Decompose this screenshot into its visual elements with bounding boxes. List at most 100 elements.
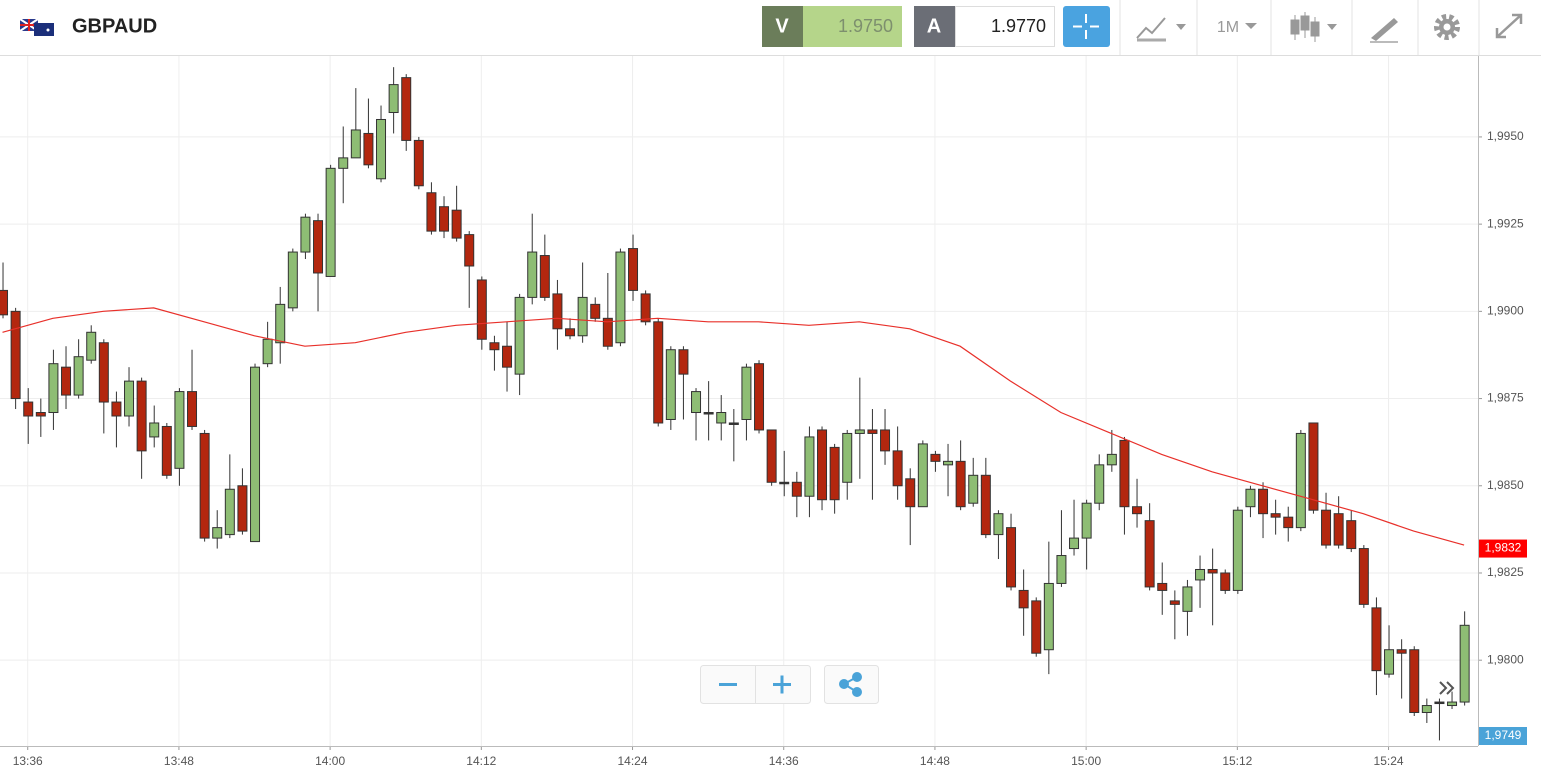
candle-body [363, 132, 374, 166]
crosshair-button[interactable] [1063, 6, 1110, 47]
drawing-tool-button[interactable] [1370, 18, 1398, 43]
candle-body [1043, 582, 1054, 651]
candle-body [1081, 502, 1092, 539]
y-tick-label: 1,9800 [1487, 652, 1524, 666]
buy-button[interactable] [914, 6, 955, 47]
candle-body [716, 412, 727, 424]
candle-body [854, 429, 865, 434]
price-tag [1479, 539, 1527, 558]
crosshair-icon [1073, 14, 1099, 39]
candle-body [1157, 582, 1168, 591]
chart-type-button[interactable] [1136, 17, 1186, 42]
candle-body [703, 412, 714, 415]
price-tag [1479, 727, 1527, 745]
price-tag-label: 1,9749 [1485, 728, 1522, 742]
candle-body [842, 432, 853, 483]
candle-body [1056, 555, 1067, 584]
timeframe-button[interactable]: 1M [1217, 19, 1239, 36]
candle-body [161, 425, 172, 476]
flag-icon [19, 18, 54, 36]
x-tick-label: 14:48 [920, 754, 950, 768]
candle-body [1006, 527, 1017, 588]
candle-body [1245, 488, 1256, 508]
candle-body [61, 366, 72, 396]
candle-body [237, 485, 248, 532]
candle-body [615, 251, 626, 344]
candle-body [287, 251, 298, 309]
candle-body [577, 296, 588, 337]
x-tick-label: 13:48 [164, 754, 194, 768]
candle-body [1421, 705, 1432, 714]
candle-body [1144, 520, 1155, 588]
candle-body [350, 129, 361, 159]
y-tick-label: 1,9950 [1487, 129, 1524, 143]
buy-price-box[interactable] [955, 6, 1055, 47]
candle-body [1069, 537, 1080, 550]
scroll-to-end-button[interactable] [1439, 681, 1455, 695]
candle-body [691, 391, 702, 414]
buy-price[interactable]: 1.9770 [991, 16, 1046, 36]
y-tick-label: 1,9850 [1487, 478, 1524, 492]
candle-body [1321, 509, 1332, 546]
zoom-in-button[interactable] [773, 675, 791, 694]
candle-body [527, 251, 538, 298]
y-tick-label: 1,9825 [1487, 565, 1524, 579]
share-box [824, 665, 879, 704]
toolbar-separators [1119, 0, 1480, 55]
fullscreen-button[interactable] [1495, 13, 1523, 39]
candle-body [325, 167, 336, 277]
candle-body [867, 429, 878, 434]
candle-body [426, 192, 437, 232]
buy-label[interactable]: A [927, 15, 941, 37]
x-tick-label: 14:24 [618, 754, 648, 768]
plot-area: 1,9800 1,9825 1,9850 1,9875 1,9900 1,9925 1,99… [0, 56, 1527, 768]
share-button[interactable] [839, 672, 862, 697]
candle-body [930, 453, 941, 462]
candle-type-button[interactable] [1290, 12, 1337, 42]
candle-body [1195, 568, 1206, 581]
candle-body [665, 349, 676, 420]
candle-body [955, 460, 966, 508]
y-tick-label: 1,9925 [1487, 216, 1524, 230]
candle-body [199, 432, 210, 539]
sell-price-box[interactable] [803, 6, 902, 47]
candle-body [539, 255, 550, 298]
candle-body [917, 443, 928, 508]
candle-body [1220, 572, 1231, 591]
candle-body [1434, 701, 1445, 705]
x-tick-label: 14:00 [315, 754, 345, 768]
candle-body [35, 412, 46, 417]
sell-price[interactable]: 1.9750 [838, 16, 893, 36]
candle-body [187, 391, 198, 427]
candle-body [1031, 600, 1042, 654]
settings-button[interactable] [1434, 14, 1460, 40]
candle-body [124, 380, 135, 417]
candle-body [338, 157, 349, 169]
sell-label[interactable]: V [775, 15, 789, 37]
y-tick-label: 1,9875 [1487, 391, 1524, 405]
candle-body [262, 338, 273, 365]
candle-body [1308, 422, 1319, 511]
candle-body [1396, 649, 1407, 654]
candle-body [73, 356, 84, 396]
candle-body [1169, 600, 1180, 605]
header: GBPAUD V 1.9750 A 1.9770 1M [0, 0, 1541, 56]
zoom-controls [700, 665, 1455, 704]
candle-body [98, 342, 109, 403]
sell-button[interactable] [762, 6, 803, 47]
candle-body [275, 303, 286, 344]
candle-body [476, 279, 487, 340]
y-tick-label: 1,9900 [1487, 304, 1524, 318]
candle-body [880, 429, 891, 452]
candle-body [1207, 568, 1218, 574]
candle-body [678, 349, 689, 375]
candle-body [993, 513, 1004, 536]
candle-body [313, 220, 324, 274]
candle-body [1119, 439, 1130, 508]
candle-body [0, 289, 9, 316]
candle-body [224, 488, 235, 536]
candle-body [1358, 548, 1369, 605]
x-tick-label: 15:00 [1071, 754, 1101, 768]
